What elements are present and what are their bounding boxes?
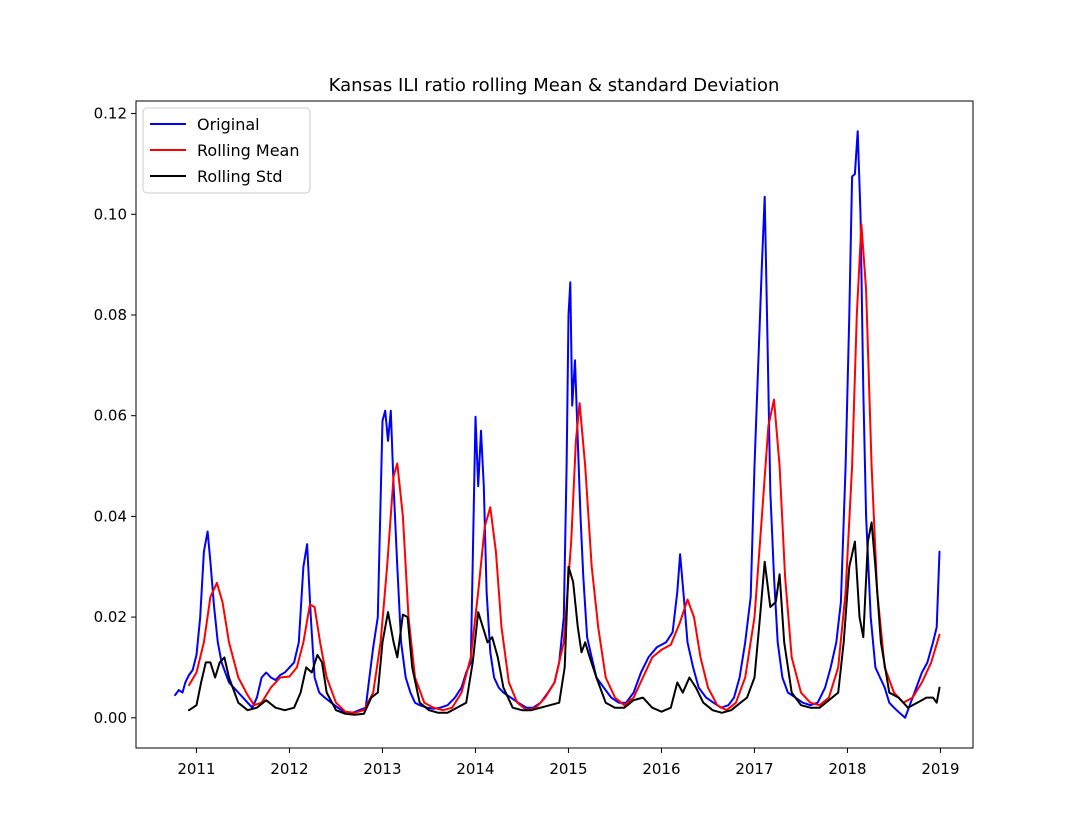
x-tick-label: 2015 (549, 760, 587, 778)
y-tick-label: 0.08 (94, 306, 127, 324)
y-tick-label: 0.06 (94, 407, 127, 425)
series-layer (174, 130, 941, 719)
y-tick-label: 0.02 (94, 608, 127, 626)
axes-frame (135, 100, 974, 749)
series-line-rolling-std (188, 521, 941, 716)
y-axis: 0.00 0.02 0.04 0.06 0.08 0.10 0.12 (94, 105, 136, 727)
x-tick-label: 2011 (177, 760, 215, 778)
x-tick-label: 2017 (735, 760, 773, 778)
series-line-rolling-mean (188, 223, 941, 714)
x-tick-label: 2014 (456, 760, 494, 778)
x-tick-label: 2019 (921, 760, 959, 778)
legend: Original Rolling Mean Rolling Std (142, 107, 311, 194)
chart-title: Kansas ILI ratio rolling Mean & standard… (329, 75, 780, 96)
x-axis: 2011 2012 2013 2014 2015 2016 2017 2018 2019 (177, 748, 960, 778)
y-tick-label: 0.04 (94, 507, 127, 525)
legend-label: Rolling Std (197, 167, 283, 186)
legend-box (142, 107, 311, 194)
x-tick-label: 2018 (828, 760, 866, 778)
y-tick-label: 0.00 (94, 709, 127, 727)
y-tick-label: 0.12 (94, 105, 127, 123)
x-tick-label: 2012 (270, 760, 308, 778)
legend-label: Original (197, 115, 260, 134)
legend-label: Rolling Mean (197, 141, 300, 160)
x-tick-label: 2013 (363, 760, 401, 778)
x-tick-label: 2016 (642, 760, 680, 778)
y-tick-label: 0.10 (94, 205, 127, 223)
